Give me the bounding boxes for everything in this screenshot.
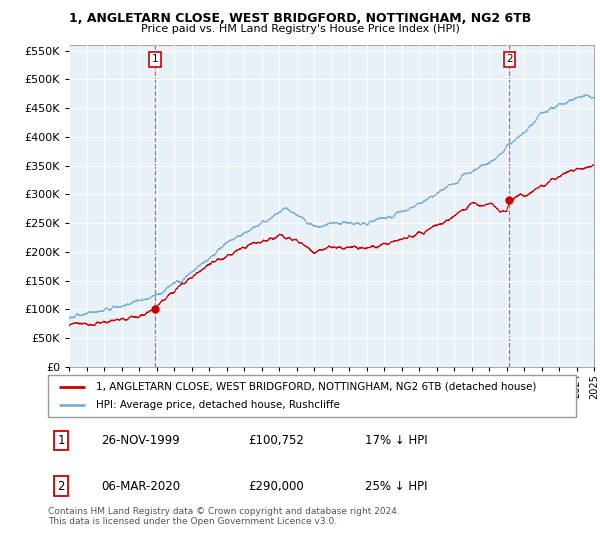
Text: 06-MAR-2020: 06-MAR-2020 xyxy=(101,479,180,493)
Text: HPI: Average price, detached house, Rushcliffe: HPI: Average price, detached house, Rush… xyxy=(95,400,340,410)
Text: 2: 2 xyxy=(506,54,513,64)
Text: 25% ↓ HPI: 25% ↓ HPI xyxy=(365,479,427,493)
Text: 1, ANGLETARN CLOSE, WEST BRIDGFORD, NOTTINGHAM, NG2 6TB (detached house): 1, ANGLETARN CLOSE, WEST BRIDGFORD, NOTT… xyxy=(95,382,536,392)
Text: 1: 1 xyxy=(151,54,158,64)
Text: 1: 1 xyxy=(58,434,65,447)
Text: 2: 2 xyxy=(58,479,65,493)
Text: £100,752: £100,752 xyxy=(248,434,305,447)
Text: £290,000: £290,000 xyxy=(248,479,304,493)
FancyBboxPatch shape xyxy=(48,375,576,417)
Text: Price paid vs. HM Land Registry's House Price Index (HPI): Price paid vs. HM Land Registry's House … xyxy=(140,24,460,34)
Text: Contains HM Land Registry data © Crown copyright and database right 2024.
This d: Contains HM Land Registry data © Crown c… xyxy=(48,507,400,526)
Text: 17% ↓ HPI: 17% ↓ HPI xyxy=(365,434,427,447)
Text: 26-NOV-1999: 26-NOV-1999 xyxy=(101,434,179,447)
Text: 1, ANGLETARN CLOSE, WEST BRIDGFORD, NOTTINGHAM, NG2 6TB: 1, ANGLETARN CLOSE, WEST BRIDGFORD, NOTT… xyxy=(69,12,531,25)
